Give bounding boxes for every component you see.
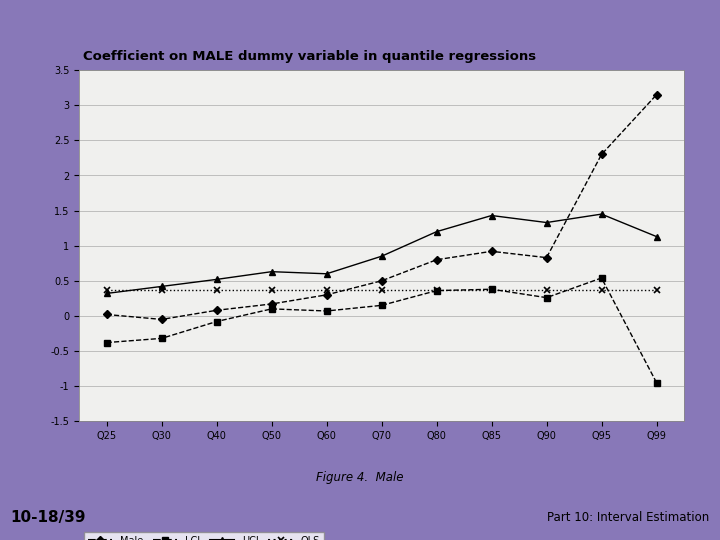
LCI (487, 286, 496, 293)
Male (267, 301, 276, 307)
Text: 10-18/39: 10-18/39 (11, 510, 86, 524)
LCI (377, 302, 386, 308)
Male (542, 254, 551, 261)
UCI (432, 228, 441, 235)
Male (323, 292, 331, 298)
LCI (652, 379, 661, 386)
OLS (102, 287, 111, 293)
UCI (267, 268, 276, 275)
UCI (487, 212, 496, 219)
OLS (377, 287, 386, 293)
OLS (267, 287, 276, 293)
OLS (212, 287, 221, 293)
Male (487, 248, 496, 254)
UCI (102, 290, 111, 296)
OLS (487, 287, 496, 293)
LCI (212, 318, 221, 325)
UCI (158, 283, 166, 289)
LCI (158, 335, 166, 342)
UCI (542, 219, 551, 226)
Text: Figure 4.  Male: Figure 4. Male (316, 471, 404, 484)
Male (212, 307, 221, 314)
Text: Coefficient on MALE dummy variable in quantile regressions: Coefficient on MALE dummy variable in qu… (83, 50, 536, 63)
Male (652, 91, 661, 98)
LCI (267, 306, 276, 312)
Line: Male: Male (104, 92, 660, 322)
LCI (542, 294, 551, 301)
OLS (158, 287, 166, 293)
LCI (102, 339, 111, 346)
OLS (542, 287, 551, 293)
Legend: Male, LCI, UCI, OLS: Male, LCI, UCI, OLS (84, 532, 324, 540)
Line: UCI: UCI (104, 211, 660, 296)
UCI (212, 276, 221, 282)
UCI (377, 253, 386, 259)
Male (432, 256, 441, 263)
LCI (432, 287, 441, 294)
LCI (597, 275, 606, 281)
UCI (597, 211, 606, 217)
Text: Part 10: Interval Estimation: Part 10: Interval Estimation (547, 510, 709, 524)
Male (597, 151, 606, 158)
OLS (652, 287, 661, 293)
Line: LCI: LCI (104, 275, 660, 386)
Male (158, 316, 166, 322)
UCI (652, 233, 661, 240)
Male (102, 311, 111, 318)
Line: OLS: OLS (103, 286, 660, 293)
UCI (323, 271, 331, 277)
OLS (432, 287, 441, 293)
OLS (323, 287, 331, 293)
Male (377, 278, 386, 284)
OLS (597, 287, 606, 293)
LCI (323, 308, 331, 314)
